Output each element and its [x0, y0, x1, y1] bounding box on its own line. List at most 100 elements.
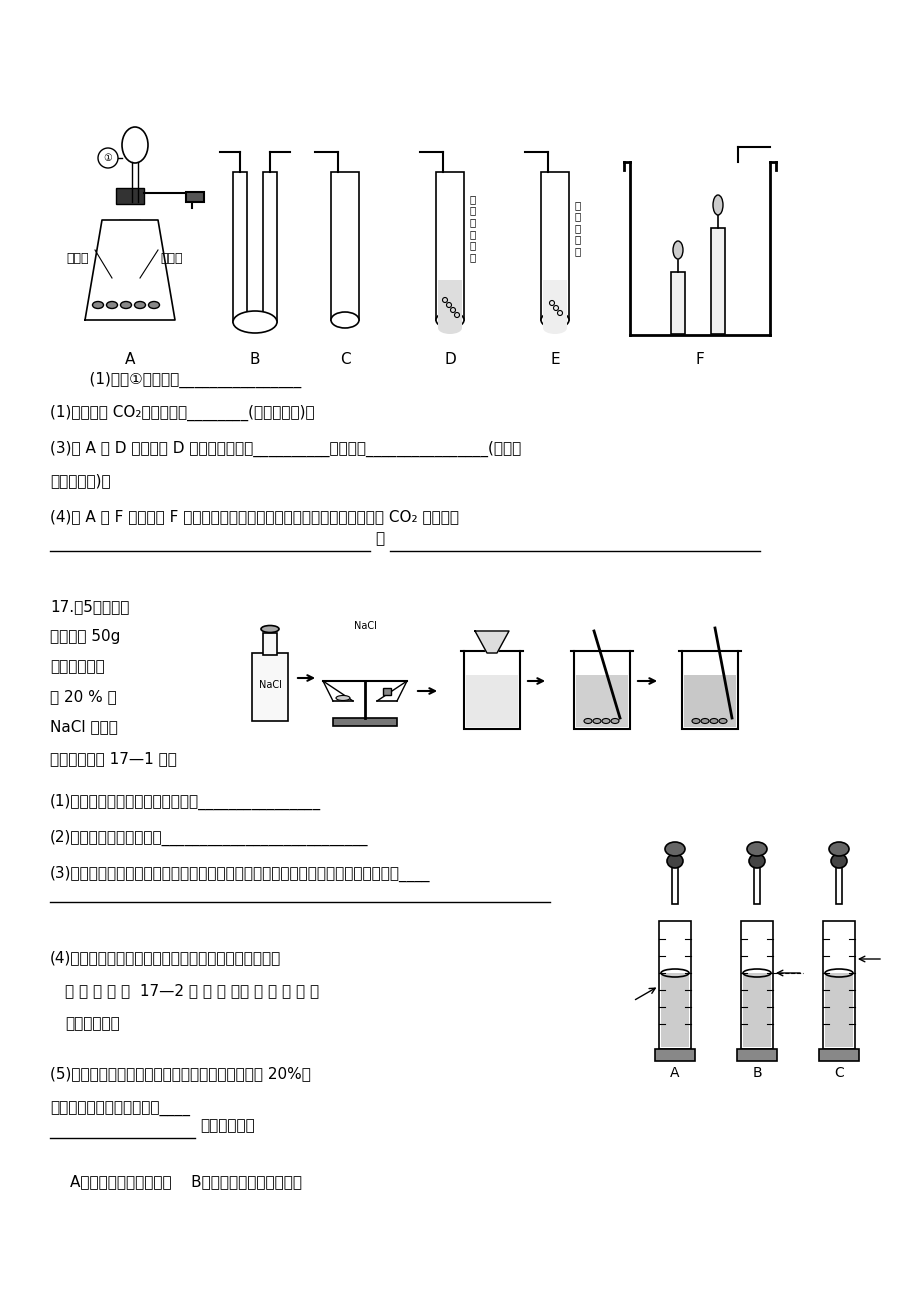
Ellipse shape [540, 312, 568, 328]
Ellipse shape [233, 311, 277, 333]
Ellipse shape [700, 719, 709, 724]
Text: (3)在用托盘天平称取食盐的过程中，发现指针已偏向分度盘左侧，他接下来的操作是____: (3)在用托盘天平称取食盐的过程中，发现指针已偏向分度盘左侧，他接下来的操作是_… [50, 866, 430, 883]
Text: (1)收集少量 CO₂气体应选择________(填装置序号)。: (1)收集少量 CO₂气体应选择________(填装置序号)。 [50, 405, 314, 422]
Bar [736, 1049, 777, 1061]
Ellipse shape [542, 322, 566, 335]
Ellipse shape [261, 625, 278, 633]
Ellipse shape [610, 719, 618, 724]
Bar [186, 191, 204, 202]
Bar [263, 633, 277, 655]
Text: A．称量前天平没有调平    B．称量纸上残留少量食盐: A．称量前天平没有调平 B．称量纸上残留少量食盐 [70, 1174, 301, 1189]
Bar [660, 973, 688, 1047]
Bar [670, 272, 685, 335]
Bar [331, 172, 358, 320]
Ellipse shape [712, 195, 722, 215]
Text: 澄
清
石
灰
水: 澄 清 石 灰 水 [574, 199, 581, 256]
Ellipse shape [691, 719, 699, 724]
Text: C: C [834, 1066, 843, 1079]
Ellipse shape [331, 312, 358, 328]
Ellipse shape [719, 719, 726, 724]
Circle shape [98, 148, 118, 168]
Bar [382, 687, 391, 695]
Bar [466, 674, 517, 727]
Text: 的 操 作 如 题  17—2 图 所 示 ，其 中 规 范 的 是: 的 操 作 如 题 17—2 图 所 示 ，其 中 规 范 的 是 [65, 983, 319, 999]
Text: 、: 、 [375, 531, 384, 546]
Bar [542, 280, 566, 328]
Bar [835, 866, 841, 904]
Text: (3)若 A 与 D 连接，则 D 中出现的现象是__________，原因是________________(用化学: (3)若 A 与 D 连接，则 D 中出现的现象是__________，原因是_… [50, 441, 521, 457]
Ellipse shape [666, 854, 682, 868]
Bar [463, 651, 519, 729]
Ellipse shape [107, 302, 118, 309]
Text: D: D [444, 352, 456, 367]
Text: 同学配制 50g: 同学配制 50g [50, 629, 120, 644]
Text: C: C [339, 352, 350, 367]
Bar [119, 220, 140, 247]
Bar [754, 866, 759, 904]
Bar [437, 280, 461, 328]
Text: 溶质质量分数: 溶质质量分数 [50, 659, 105, 674]
Ellipse shape [335, 695, 349, 700]
Text: B: B [249, 352, 260, 367]
Bar [823, 921, 854, 1049]
Text: B: B [752, 1066, 761, 1079]
Bar [540, 172, 568, 320]
Bar [116, 187, 144, 204]
Ellipse shape [709, 719, 717, 724]
Text: (1)小华同学应称取氯化钠的质量是________________: (1)小华同学应称取氯化钠的质量是________________ [50, 794, 321, 810]
Text: (4)若 A 与 F 连接，则 F 中低的蜡烛先熄灭，高的蜡烛后熄灭，由此说明了 CO₂ 的性质有: (4)若 A 与 F 连接，则 F 中低的蜡烛先熄灭，高的蜡烛后熄灭，由此说明了… [50, 509, 459, 523]
Bar [658, 921, 690, 1049]
Text: A: A [125, 352, 135, 367]
Ellipse shape [593, 719, 600, 724]
Bar [743, 973, 770, 1047]
Ellipse shape [748, 854, 765, 868]
Text: 稀盐酸: 稀盐酸 [161, 251, 183, 264]
Text: (5)如果小华配制的氯化钠溶液的溶质质量分数小于 20%，: (5)如果小华配制的氯化钠溶液的溶质质量分数小于 20%， [50, 1066, 311, 1081]
Ellipse shape [830, 854, 846, 868]
Text: A: A [670, 1066, 679, 1079]
Ellipse shape [746, 842, 766, 855]
Text: NaCl: NaCl [353, 621, 376, 631]
Bar [740, 921, 772, 1049]
Polygon shape [85, 220, 175, 320]
Text: 为 20 % 的: 为 20 % 的 [50, 689, 117, 704]
Bar [654, 1049, 694, 1061]
Bar [575, 674, 628, 727]
Text: NaCl 溶液，: NaCl 溶液， [50, 719, 118, 734]
Text: （填序号）。: （填序号）。 [65, 1016, 119, 1031]
Text: F: F [695, 352, 704, 367]
Ellipse shape [93, 302, 103, 309]
Bar [233, 172, 246, 322]
Text: 大理石: 大理石 [67, 251, 89, 264]
Ellipse shape [436, 312, 463, 328]
Bar [824, 973, 852, 1047]
Ellipse shape [148, 302, 159, 309]
Text: (1)仪器①的名称为________________: (1)仪器①的名称为________________ [70, 372, 301, 388]
Ellipse shape [134, 302, 145, 309]
Ellipse shape [122, 128, 148, 163]
Bar [681, 651, 737, 729]
Bar [436, 172, 463, 320]
Ellipse shape [673, 241, 682, 259]
Ellipse shape [828, 842, 848, 855]
Text: NaCl: NaCl [258, 680, 281, 690]
Ellipse shape [437, 322, 461, 335]
Bar [252, 654, 288, 721]
Bar [683, 674, 735, 727]
Bar [573, 651, 630, 729]
Bar [818, 1049, 858, 1061]
Ellipse shape [664, 842, 685, 855]
Text: 17.（5分）小华: 17.（5分）小华 [50, 599, 130, 615]
Text: 则造成此误差的可能原因有____: 则造成此误差的可能原因有____ [50, 1101, 190, 1117]
Text: (4)在用量筒量取水的过程巾，当液面接近刻度线时，他: (4)在用量筒量取水的过程巾，当液面接近刻度线时，他 [50, 950, 281, 965]
Text: E: E [550, 352, 559, 367]
Ellipse shape [584, 719, 591, 724]
Polygon shape [474, 631, 508, 654]
Text: ①: ① [104, 154, 112, 163]
Bar [671, 866, 677, 904]
Bar [333, 717, 397, 727]
Ellipse shape [601, 719, 609, 724]
Text: 操作流程如题 17—1 图：: 操作流程如题 17—1 图： [50, 751, 176, 766]
Text: （填序号）。: （填序号）。 [199, 1118, 255, 1133]
Bar [710, 228, 724, 335]
